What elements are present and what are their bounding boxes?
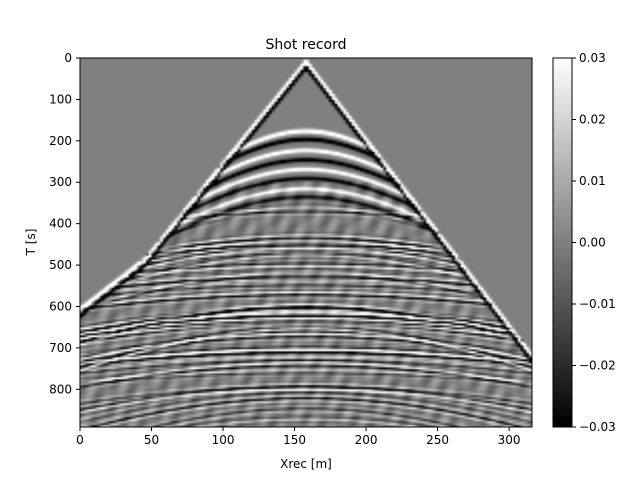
x-axis: 0 50 100 150 200 250 300 [76,427,521,447]
colorbar-tick-label: 0.01 [579,174,606,188]
y-tick-label: 400 [49,217,72,231]
y-tick-label: 600 [49,299,72,313]
seismic-image [80,58,532,427]
colorbar-gradient [553,58,572,427]
y-tick-label: 200 [49,134,72,148]
x-tick-label: 0 [76,433,84,447]
colorbar-tick-label: 0.02 [579,113,606,127]
chart-title: Shot record [266,37,347,53]
y-tick-label: 500 [49,258,72,272]
y-tick-label: 300 [49,175,72,189]
y-axis: 0 100 200 300 400 500 600 700 800 [49,51,80,396]
y-tick-label: 100 [49,92,72,106]
x-tick-label: 50 [144,433,159,447]
x-axis-label: Xrec [m] [280,457,332,471]
y-tick-label: 800 [49,382,72,396]
x-tick-label: 200 [355,433,378,447]
x-tick-label: 250 [426,433,449,447]
x-tick-label: 300 [498,433,521,447]
colorbar-tick-label: 0.03 [579,51,606,65]
x-tick-label: 150 [283,433,306,447]
colorbar-tick-label: 0.00 [579,236,606,250]
colorbar-tick-label: −0.02 [579,359,616,373]
x-tick-label: 100 [212,433,235,447]
y-tick-label: 0 [64,51,72,65]
colorbar-axis: 0.03 0.02 0.01 0.00 −0.01 −0.02 −0.03 [572,51,616,434]
colorbar-tick-label: −0.01 [579,297,616,311]
colorbar-tick-label: −0.03 [579,420,616,434]
plot-frame [79,57,533,428]
y-axis-label: T [s] [24,229,38,257]
y-tick-label: 700 [49,341,72,355]
